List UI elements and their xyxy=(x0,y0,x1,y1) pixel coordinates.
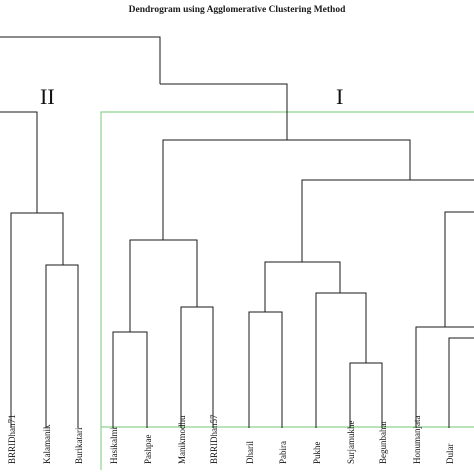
leaf-label-pabira: Pabira xyxy=(278,441,288,464)
link-dular xyxy=(448,337,474,428)
leaf-label-kalamanik: Kalamanik xyxy=(42,424,52,464)
leaf-label-surjamukhe: Surjamukhe xyxy=(346,421,356,465)
link-manikmodhu-brridhan57 xyxy=(180,306,214,428)
leaf-label-pashpae: Pashpae xyxy=(143,435,153,465)
figure-title: Dendrogram using Agglomerative Clusterin… xyxy=(128,5,346,15)
leaf-label-dular: Dular xyxy=(445,444,455,465)
leaf-label-dharil: Dharil xyxy=(245,441,255,464)
leaf-label-burikatari: Burikatari xyxy=(74,427,84,464)
cluster-label-i: I xyxy=(336,84,344,109)
link-root xyxy=(0,36,161,84)
link-hasikalmi-pashpae xyxy=(112,331,148,428)
cluster-i-frame xyxy=(100,111,474,470)
link-cluster-ii-up xyxy=(0,111,38,213)
link-cluster-i-up xyxy=(160,83,288,140)
link-subcluster-a xyxy=(129,239,198,332)
leaf-label-manikmodhu: Manikmodhu xyxy=(177,415,187,464)
link-brridhan71-group xyxy=(10,212,64,428)
leaf-label-begunbahar: Begunbahar xyxy=(378,421,388,464)
leaf-label-honumanjata: Honumanjata xyxy=(412,416,422,465)
cluster-label-ii: II xyxy=(40,84,55,109)
leaf-label-hasikalmi: Hasikalmi xyxy=(109,427,119,464)
link-subcluster-b-up xyxy=(301,179,474,262)
leaf-label-brridhan57: BRRIDhan57 xyxy=(209,414,219,464)
link-dharil-pabira xyxy=(248,311,283,428)
link-kalamanik-burikatari xyxy=(45,264,79,428)
link-surjamukhe-begunbahar xyxy=(349,362,383,428)
leaf-label-pukhe: Pukhe xyxy=(312,441,322,464)
leaf-label-brridhan71: BRRIDhan71 xyxy=(7,415,17,465)
link-pukhe-group xyxy=(315,292,367,428)
link-dharil-pukhe-group xyxy=(264,261,341,312)
link-subcluster-c xyxy=(444,211,474,327)
link-honumanjata xyxy=(415,326,474,428)
link-subclusters-ab xyxy=(162,139,411,240)
